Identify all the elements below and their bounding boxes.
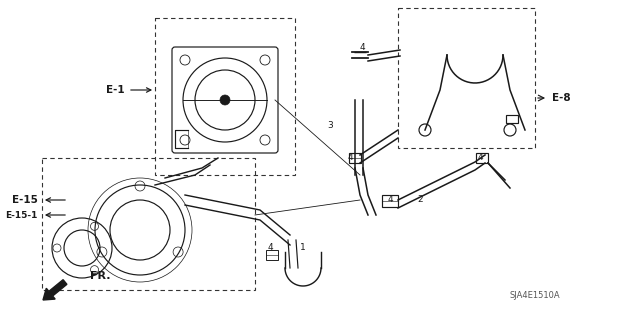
Bar <box>506 115 518 123</box>
Text: E-1: E-1 <box>106 85 125 95</box>
Text: 4: 4 <box>359 43 365 53</box>
Text: FR.: FR. <box>90 271 111 281</box>
Text: 1: 1 <box>300 243 306 253</box>
Text: 4: 4 <box>347 153 353 162</box>
Circle shape <box>220 95 230 105</box>
Text: 3: 3 <box>327 121 333 130</box>
Text: E-8: E-8 <box>552 93 571 103</box>
Text: 2: 2 <box>417 196 423 204</box>
Bar <box>349 153 361 163</box>
Bar <box>266 250 278 260</box>
Bar <box>155 18 295 175</box>
Bar <box>398 8 535 148</box>
Text: E-15-1: E-15-1 <box>6 211 38 219</box>
Bar <box>382 195 398 207</box>
Text: 4: 4 <box>387 196 393 204</box>
Text: E-15: E-15 <box>12 195 38 205</box>
Text: SJA4E1510A: SJA4E1510A <box>509 291 560 300</box>
Text: 4: 4 <box>477 153 483 162</box>
FancyArrow shape <box>43 280 67 300</box>
Bar <box>42 158 255 290</box>
Text: 4: 4 <box>267 243 273 253</box>
Bar <box>476 153 488 163</box>
